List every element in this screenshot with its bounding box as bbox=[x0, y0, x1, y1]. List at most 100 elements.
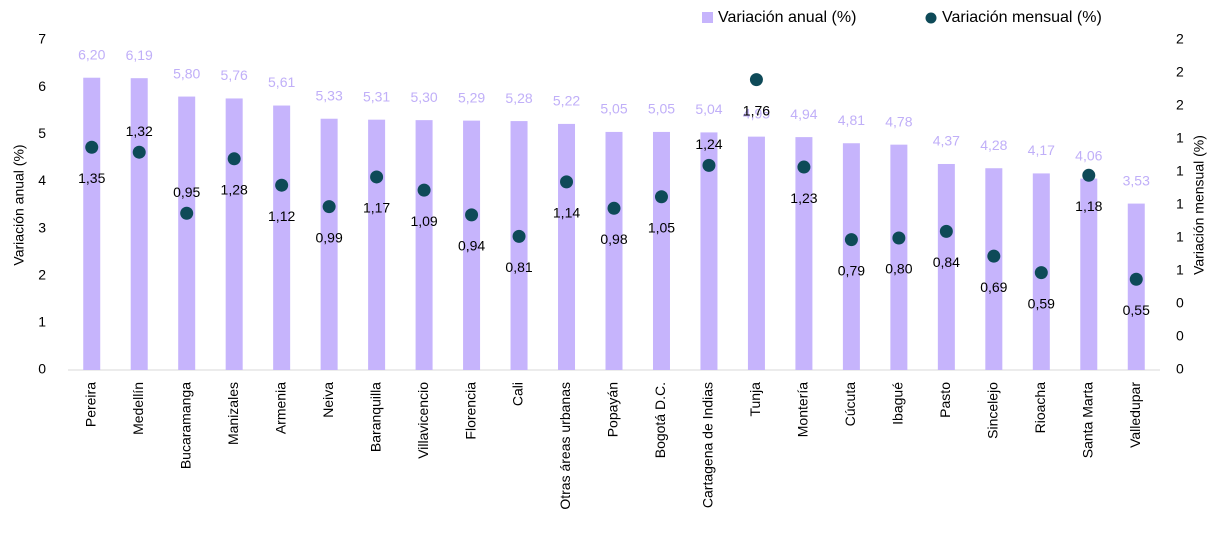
dot bbox=[1034, 266, 1048, 280]
x-tick-label: Florencia bbox=[462, 382, 478, 440]
bar bbox=[178, 96, 196, 371]
dot-value-label: 0,79 bbox=[838, 262, 865, 278]
bar bbox=[890, 144, 908, 370]
bar-value-label: 3,53 bbox=[1123, 172, 1150, 188]
dot bbox=[1082, 168, 1096, 182]
bar bbox=[700, 132, 718, 370]
x-tick-label: Montería bbox=[795, 382, 811, 437]
y2-tick-label: 1 bbox=[1176, 163, 1184, 179]
x-tick-label: Manizales bbox=[225, 382, 241, 445]
y2-tick-label: 1 bbox=[1176, 130, 1184, 146]
dot-value-label: 0,81 bbox=[505, 259, 532, 275]
bar bbox=[747, 136, 765, 370]
x-tick-label: Baranquilla bbox=[367, 382, 383, 452]
x-tick-label: Medellín bbox=[130, 382, 146, 435]
bar bbox=[368, 119, 386, 371]
dot bbox=[132, 145, 146, 159]
bar bbox=[415, 120, 433, 371]
dot-value-label: 1,12 bbox=[268, 208, 295, 224]
x-tick-label: Otras áreas urbanas bbox=[557, 382, 573, 510]
bar-value-label: 4,17 bbox=[1028, 142, 1055, 158]
dot-value-label: 0,98 bbox=[600, 231, 627, 247]
bar-value-label: 5,04 bbox=[695, 101, 722, 117]
bar-value-label: 5,05 bbox=[648, 101, 675, 117]
bar-value-label: 5,80 bbox=[173, 65, 200, 81]
dot-value-label: 1,23 bbox=[790, 190, 817, 206]
legend-swatch bbox=[925, 12, 937, 24]
bar bbox=[273, 105, 291, 371]
dot bbox=[370, 170, 384, 184]
bar-value-label: 4,28 bbox=[980, 137, 1007, 153]
legend-label: Variación anual (%) bbox=[718, 9, 856, 26]
legend-swatch bbox=[702, 12, 713, 23]
x-tick-label: Bucaramanga bbox=[177, 382, 193, 469]
y2-tick-label: 2 bbox=[1176, 97, 1184, 113]
dot bbox=[322, 200, 336, 214]
bar-value-label: 5,22 bbox=[553, 93, 580, 109]
x-tick-label: Pasto bbox=[937, 382, 953, 418]
y-tick-label: 7 bbox=[38, 31, 46, 47]
bar bbox=[795, 137, 813, 370]
dot bbox=[275, 178, 289, 192]
bar-value-label: 4,81 bbox=[838, 112, 865, 128]
x-tick-label: Villavicencio bbox=[415, 382, 431, 459]
y-tick-label: 3 bbox=[38, 219, 46, 235]
bar bbox=[83, 77, 101, 370]
bar bbox=[463, 120, 481, 370]
bar-value-label: 4,95 bbox=[743, 105, 770, 121]
bar-value-label: 5,76 bbox=[221, 67, 248, 83]
dot bbox=[749, 73, 763, 87]
bar-value-label: 5,29 bbox=[458, 89, 485, 105]
bar-value-label: 4,06 bbox=[1075, 147, 1102, 163]
y-tick-label: 2 bbox=[38, 266, 46, 282]
y-tick-label: 1 bbox=[38, 314, 46, 330]
legend-label: Variación mensual (%) bbox=[942, 9, 1102, 26]
dot-value-label: 0,69 bbox=[980, 279, 1007, 295]
x-tick-label: Pereira bbox=[82, 382, 98, 427]
dot bbox=[560, 175, 574, 189]
y2-tick-label: 0 bbox=[1176, 295, 1184, 311]
x-tick-label: Neiva bbox=[320, 382, 336, 418]
bar-value-label: 5,30 bbox=[410, 89, 437, 105]
dot-value-label: 0,59 bbox=[1028, 295, 1055, 311]
dot bbox=[654, 190, 668, 204]
dot bbox=[702, 158, 716, 172]
x-tick-label: Armenia bbox=[272, 382, 288, 434]
bar bbox=[652, 131, 670, 370]
bar-value-label: 4,94 bbox=[790, 106, 817, 122]
dot bbox=[939, 224, 953, 238]
bar bbox=[225, 98, 243, 370]
y2-tick-label: 0 bbox=[1176, 328, 1184, 344]
bar bbox=[842, 143, 860, 370]
x-tick-label: Tunja bbox=[747, 382, 763, 417]
dot bbox=[987, 249, 1001, 263]
dot-value-label: 1,17 bbox=[363, 200, 390, 216]
bar bbox=[985, 168, 1003, 370]
dot bbox=[417, 183, 431, 197]
bar bbox=[558, 123, 576, 371]
y-axis-label: Variación anual (%) bbox=[11, 144, 27, 265]
dot-value-label: 0,94 bbox=[458, 238, 485, 254]
y2-tick-label: 2 bbox=[1176, 64, 1184, 80]
dot bbox=[797, 160, 811, 174]
bar-value-label: 6,20 bbox=[78, 46, 105, 62]
bar bbox=[605, 131, 623, 370]
x-tick-label: Popayán bbox=[605, 382, 621, 437]
dot-value-label: 1,28 bbox=[221, 182, 248, 198]
y2-tick-label: 1 bbox=[1176, 196, 1184, 212]
bar-value-label: 5,05 bbox=[600, 101, 627, 117]
bar bbox=[510, 121, 528, 370]
x-tick-label: Ibagué bbox=[890, 382, 906, 425]
x-tick-label: Cali bbox=[510, 382, 526, 406]
x-tick-label: Santa Marta bbox=[1079, 382, 1095, 458]
dot-value-label: 0,84 bbox=[933, 254, 960, 270]
x-tick-label: Sincelejo bbox=[985, 382, 1001, 439]
bar-value-label: 5,28 bbox=[505, 90, 532, 106]
dot-value-label: 1,32 bbox=[126, 123, 153, 139]
y-tick-label: 0 bbox=[38, 361, 46, 377]
dot-value-label: 1,09 bbox=[410, 213, 437, 229]
x-tick-label: Cartagena de Indias bbox=[700, 382, 716, 508]
y2-axis-label: Variación mensual (%) bbox=[1191, 135, 1207, 275]
x-tick-label: Bogotá D.C. bbox=[652, 382, 668, 458]
